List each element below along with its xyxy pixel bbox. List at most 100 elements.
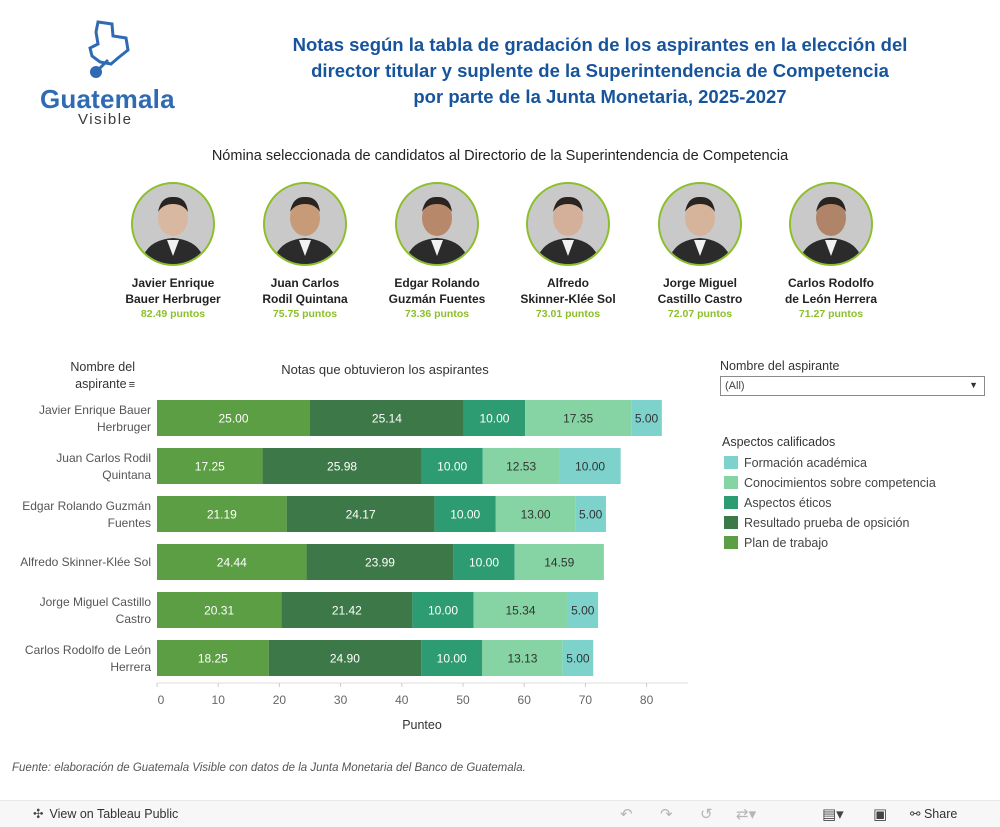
filter-value: (All) — [725, 380, 745, 392]
legend-swatch — [724, 536, 738, 549]
data-label: 14.59 — [544, 556, 574, 570]
candidate-card: Javier Enrique Bauer Herbruger 82.49 punto… — [103, 182, 243, 321]
tableau-toolbar: ✣ View on Tableau Public ↶ ↷ ↺ ⇄▾ ▤▾ ▣ ⚯ … — [0, 800, 1000, 827]
data-label: 24.44 — [217, 556, 247, 570]
logo-subtitle: Visible — [78, 111, 133, 128]
legend-item[interactable]: Plan de trabajo — [724, 536, 828, 550]
data-label: 10.00 — [469, 556, 499, 570]
legend-item[interactable]: Formación académica — [724, 456, 867, 470]
bar-segment — [286, 496, 435, 532]
data-label: 15.34 — [506, 604, 536, 618]
data-label: 5.00 — [635, 412, 659, 426]
row-label: Herbruger — [97, 420, 151, 434]
candidate-points: 71.27 puntos — [798, 308, 864, 320]
undo-icon[interactable]: ↶ — [620, 806, 633, 823]
legend-title: Aspectos calificados — [722, 435, 836, 449]
person-icon — [397, 184, 477, 264]
row-label: Castro — [116, 612, 152, 626]
legend-swatch — [724, 496, 738, 509]
view-on-tableau-label: View on Tableau Public — [49, 807, 179, 821]
legend-item[interactable]: Conocimientos sobre competencia — [724, 476, 936, 490]
stacked-bar-chart: Javier Enrique Bauer Herbruger 25.00 25.14 1… — [20, 400, 688, 732]
person-icon — [528, 184, 608, 264]
guatemala-map-icon — [88, 20, 130, 78]
bar-segment — [514, 544, 604, 580]
data-label: 17.25 — [195, 460, 225, 474]
data-label: 13.13 — [507, 652, 537, 666]
view-on-tableau-link[interactable]: ✣ View on Tableau Public — [33, 806, 178, 821]
data-label: 10.00 — [479, 412, 509, 426]
rows-header[interactable]: Nombre del aspirante ≡ — [40, 359, 135, 394]
candidate-points: 75.75 puntos — [272, 308, 338, 320]
data-label: 25.00 — [218, 412, 248, 426]
data-label: 21.42 — [332, 604, 362, 618]
row-label: Carlos Rodolfo de León — [25, 643, 151, 657]
data-label: 10.00 — [437, 460, 467, 474]
bar-segment — [421, 448, 483, 484]
candidate-photo — [658, 182, 742, 266]
bar-segment — [281, 592, 413, 628]
row-label: Juan Carlos Rodil — [56, 451, 151, 465]
share-button[interactable]: ⚯ Share — [910, 806, 957, 821]
data-label: 20.31 — [204, 604, 234, 618]
data-label: 5.00 — [571, 604, 595, 618]
x-tick-label: 0 — [158, 693, 165, 707]
person-icon — [660, 184, 740, 264]
row-label: Edgar Rolando Guzmán — [22, 499, 151, 513]
bar-segment — [157, 448, 263, 484]
data-label: 24.90 — [330, 652, 360, 666]
data-label: 23.99 — [365, 556, 395, 570]
rows-header-line-2: aspirante — [75, 377, 127, 391]
guatemala-visible-logo: Guatemala Visible — [36, 14, 186, 130]
candidate-photo — [131, 182, 215, 266]
aspirant-filter-dropdown[interactable]: (All) ▼ — [720, 376, 985, 396]
x-axis-title: Punteo — [402, 718, 442, 732]
bar-segment — [525, 400, 632, 436]
legend-label: Aspectos éticos — [744, 496, 832, 510]
share-icon: ⚯ — [910, 807, 921, 821]
legend-label: Plan de trabajo — [744, 536, 829, 550]
fullscreen-icon[interactable]: ▣ — [873, 806, 888, 823]
legend-swatch — [724, 516, 738, 529]
dashboard-title: Notas según la tabla de gradación de los… — [250, 32, 950, 110]
data-label: 25.14 — [372, 412, 402, 426]
candidate-photo — [395, 182, 479, 266]
bar-segment — [157, 592, 282, 628]
candidates-subtitle: Nómina seleccionada de candidatos al Dir… — [211, 148, 789, 164]
data-label: 25.98 — [327, 460, 357, 474]
candidate-points: 82.49 puntos — [140, 308, 206, 320]
bar-segment — [482, 640, 563, 676]
bar-segment — [495, 496, 576, 532]
candidate-card: Jorge Miguel Castillo Castro 72.07 puntos — [630, 182, 770, 321]
candidate-card: Edgar Rolando Guzmán Fuentes 73.36 puntos — [367, 182, 507, 321]
share-label: Share — [923, 807, 958, 821]
candidate-points: 72.07 puntos — [667, 308, 733, 320]
redo-icon[interactable]: ↷ — [660, 806, 673, 823]
bar-segment — [453, 544, 515, 580]
x-tick-label: 70 — [579, 693, 593, 707]
bar-segment — [473, 592, 568, 628]
legend-item[interactable]: Aspectos éticos — [724, 496, 832, 510]
row-label: Alfredo Skinner-Klée Sol — [20, 555, 151, 569]
data-label: 10.00 — [450, 508, 480, 522]
candidate-points: 73.01 puntos — [535, 308, 601, 320]
legend-swatch — [724, 456, 738, 469]
download-icon[interactable]: ▤▾ — [822, 806, 844, 823]
bar-segment — [157, 496, 287, 532]
legend-label: Resultado prueba de opsición — [744, 516, 910, 530]
x-tick-label: 40 — [395, 693, 409, 707]
bar-segment — [575, 496, 606, 532]
title-line-1: Notas según la tabla de gradación de los… — [292, 34, 908, 55]
x-tick-label: 80 — [640, 693, 654, 707]
row-label: Jorge Miguel Castillo — [40, 595, 152, 609]
candidate-card: Carlos Rodolfo de León Herrera 71.27 punto… — [761, 182, 901, 321]
bar-segment — [310, 400, 464, 436]
sort-icon[interactable]: ≡ — [128, 379, 135, 391]
legend-item[interactable]: Resultado prueba de opsición — [724, 516, 909, 530]
revert-icon[interactable]: ↺ — [700, 806, 713, 823]
data-label: 5.00 — [566, 652, 590, 666]
data-label: 10.00 — [428, 604, 458, 618]
row-label: Javier Enrique Bauer — [39, 403, 151, 417]
data-label: 13.00 — [521, 508, 551, 522]
refresh-icon[interactable]: ⇄▾ — [736, 806, 757, 823]
